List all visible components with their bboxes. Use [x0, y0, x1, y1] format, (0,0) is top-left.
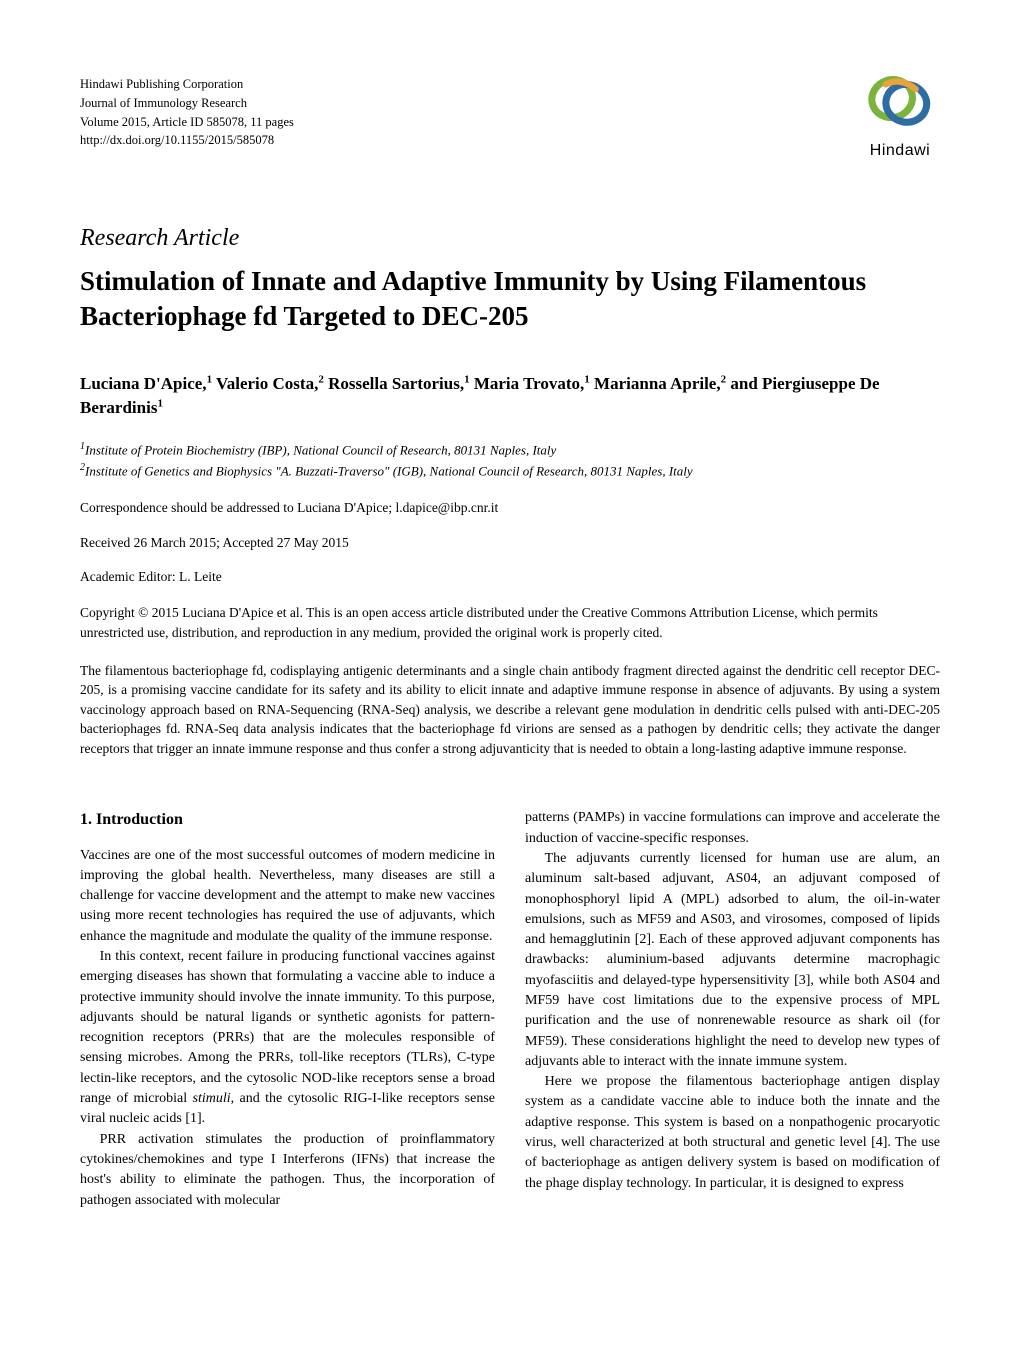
affiliation-1: 1Institute of Protein Biochemistry (IBP)…	[80, 439, 940, 460]
body-columns: 1. Introduction Vaccines are one of the …	[80, 808, 940, 1211]
article-title: Stimulation of Innate and Adaptive Immun…	[80, 264, 940, 334]
article-type: Research Article	[80, 222, 940, 256]
academic-editor: Academic Editor: L. Leite	[80, 568, 940, 587]
hindawi-logo-icon	[860, 75, 940, 130]
copyright-notice: Copyright © 2015 Luciana D'Apice et al. …	[80, 603, 940, 642]
affiliations: 1Institute of Protein Biochemistry (IBP)…	[80, 439, 940, 481]
paragraph: patterns (PAMPs) in vaccine formulations…	[525, 808, 940, 849]
paragraph: In this context, recent failure in produ…	[80, 947, 495, 1130]
volume-info: Volume 2015, Article ID 585078, 11 pages	[80, 113, 294, 132]
publication-info: Hindawi Publishing Corporation Journal o…	[80, 75, 294, 150]
doi-url: http://dx.doi.org/10.1155/2015/585078	[80, 131, 294, 150]
abstract: The filamentous bacteriophage fd, codisp…	[80, 661, 940, 759]
paragraph: Here we propose the filamentous bacterio…	[525, 1072, 940, 1194]
section-heading: 1. Introduction	[80, 808, 495, 831]
publisher-logo: Hindawi	[860, 75, 940, 162]
publisher-logo-text: Hindawi	[860, 140, 940, 162]
header-row: Hindawi Publishing Corporation Journal o…	[80, 75, 940, 162]
article-dates: Received 26 March 2015; Accepted 27 May …	[80, 534, 940, 553]
publisher-name: Hindawi Publishing Corporation	[80, 75, 294, 94]
journal-name: Journal of Immunology Research	[80, 94, 294, 113]
paragraph: PRR activation stimulates the production…	[80, 1130, 495, 1211]
paragraph: The adjuvants currently licensed for hum…	[525, 849, 940, 1072]
paragraph: Vaccines are one of the most successful …	[80, 846, 495, 947]
right-column: patterns (PAMPs) in vaccine formulations…	[525, 808, 940, 1211]
correspondence: Correspondence should be addressed to Lu…	[80, 499, 940, 518]
authors-list: Luciana D'Apice,1 Valerio Costa,2 Rossel…	[80, 372, 940, 421]
affiliation-2: 2Institute of Genetics and Biophysics "A…	[80, 460, 940, 481]
left-column: 1. Introduction Vaccines are one of the …	[80, 808, 495, 1211]
